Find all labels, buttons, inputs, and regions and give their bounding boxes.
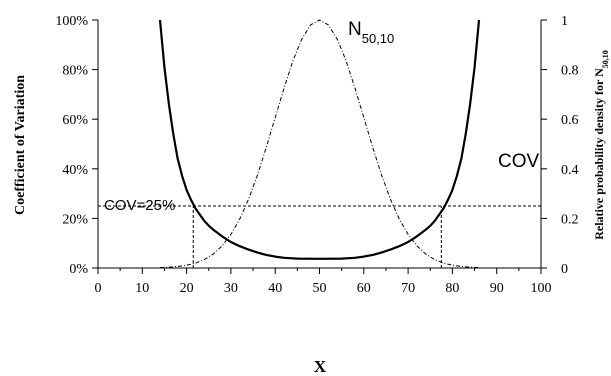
right-axis-title: Relative probability density for N50,10 xyxy=(592,50,610,240)
x-tick-label: 0 xyxy=(95,281,102,296)
x-tick-label: 100 xyxy=(531,281,552,296)
x-tick-label: 10 xyxy=(135,281,149,296)
right-axis-title-sub: 50,10 xyxy=(601,50,610,68)
x-tick-label: 40 xyxy=(268,281,282,296)
x-tick-label: 50 xyxy=(313,281,327,296)
x-axis-title: X xyxy=(314,357,327,376)
n-curve-label: N50,10 xyxy=(348,19,394,46)
threshold-label: COV=25% xyxy=(104,197,175,214)
ticks: 0 10 20 30 40 50 60 70 80 90 1000%20%40%60%80%100%… xyxy=(55,14,578,296)
n-curve-label-sub: 50,10 xyxy=(362,31,395,46)
right-axis-title-main: Relative probability density for N xyxy=(592,68,606,240)
y-left-tick-label: 20% xyxy=(62,212,88,227)
left-axis-title: Coefficient of Variation xyxy=(13,75,28,215)
x-tick-label: 60 xyxy=(357,281,371,296)
y-right-tick-label: 0.2 xyxy=(561,212,579,227)
y-right-tick-label: 0.6 xyxy=(561,113,579,128)
y-left-tick-label: 60% xyxy=(62,113,88,128)
series-line-cov xyxy=(158,19,481,260)
y-right-tick-label: 0.8 xyxy=(561,64,579,79)
n-curve-label-main: N xyxy=(348,19,362,40)
x-tick-label: 80 xyxy=(445,281,459,296)
y-left-tick-label: 100% xyxy=(55,14,88,29)
cov-curve-label: COV xyxy=(498,151,540,172)
x-tick-label: 30 xyxy=(224,281,238,296)
y-right-tick-label: 0 xyxy=(561,262,568,277)
y-right-tick-label: 1 xyxy=(561,14,568,29)
x-tick-label: 70 xyxy=(401,281,415,296)
series-group xyxy=(98,19,541,269)
y-left-tick-label: 0% xyxy=(69,262,88,277)
x-tick-label: 20 xyxy=(180,281,194,296)
y-right-tick-label: 0.4 xyxy=(561,163,579,178)
series-line-n50-10 xyxy=(159,19,480,269)
x-tick-label: 90 xyxy=(490,281,504,296)
y-left-tick-label: 80% xyxy=(62,64,88,79)
y-left-tick-label: 40% xyxy=(62,163,88,178)
